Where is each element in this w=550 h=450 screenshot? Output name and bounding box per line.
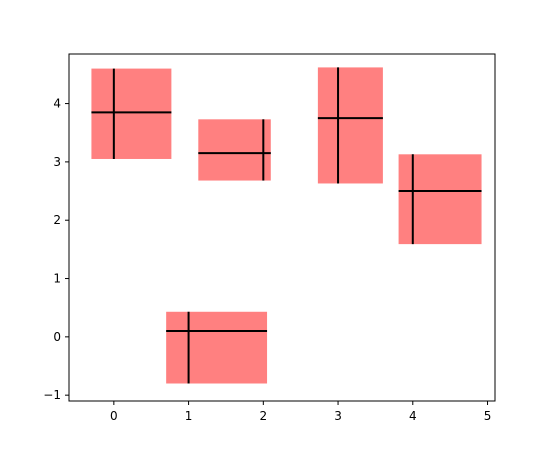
plot-area-frame	[68, 53, 496, 402]
y-tick-label: 1	[53, 272, 61, 286]
error-box-2	[198, 119, 271, 181]
y-tick-label: 2	[53, 213, 61, 227]
y-tick-label: −1	[43, 388, 61, 402]
y-tick-label: 3	[53, 155, 61, 169]
error-box-1	[166, 311, 268, 384]
error-box-4	[398, 154, 482, 245]
tick-layer: 0 1 2 3 4 5 −1 0 1 2 3 4	[43, 97, 491, 423]
x-tick-label: 5	[484, 409, 492, 423]
x-tick-label: 3	[334, 409, 342, 423]
error-box-0	[91, 68, 172, 159]
y-tick-label: 4	[53, 97, 61, 111]
x-tick-label: 2	[259, 409, 267, 423]
x-tick-label: 1	[185, 409, 193, 423]
error-box-layer	[91, 67, 482, 384]
error-box-3	[317, 67, 383, 184]
x-tick-label: 0	[110, 409, 118, 423]
y-tick-label: 0	[53, 330, 61, 344]
x-tick-label: 4	[409, 409, 417, 423]
error-bar-layer	[91, 67, 482, 384]
